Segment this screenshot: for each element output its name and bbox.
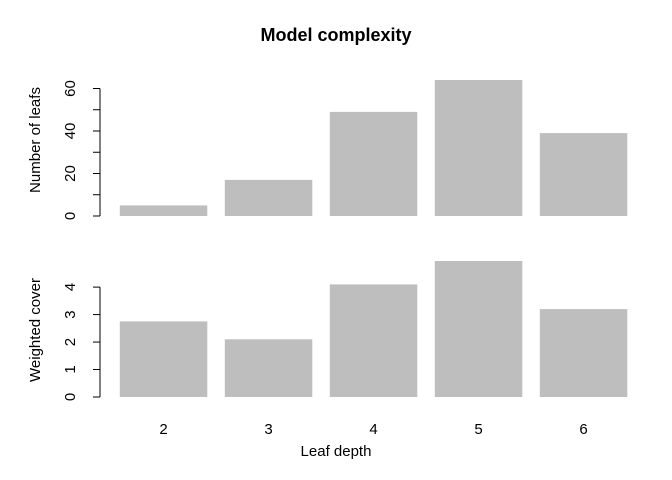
leafs-y-tick-label: 0 [62, 212, 79, 220]
cover-bars [119, 261, 628, 397]
cover-bar-4 [329, 284, 418, 397]
x-tick-label-6: 6 [579, 421, 587, 438]
leafs-y-tick-label: 40 [62, 123, 79, 140]
leafs-bar-5 [434, 80, 523, 216]
cover-y-axis: 0 1 2 3 4 [62, 283, 101, 401]
cover-y-tick-label: 2 [62, 338, 79, 346]
leafs-y-axis: 0 20 40 60 [62, 80, 101, 220]
cover-panel: Weighted cover 0 1 2 3 4 [27, 261, 628, 401]
cover-y-tick-label: 3 [62, 310, 79, 318]
leafs-y-tick-label: 20 [62, 165, 79, 182]
leafs-bar-4 [329, 111, 418, 216]
x-tick-label-2: 2 [159, 421, 167, 438]
cover-y-axis-label: Weighted cover [27, 278, 44, 382]
chart-title: Model complexity [260, 25, 411, 45]
cover-y-tick-label: 4 [62, 283, 79, 291]
cover-y-tick-label: 1 [62, 365, 79, 373]
x-tick-label-4: 4 [369, 421, 377, 438]
leafs-bar-3 [224, 179, 313, 216]
leafs-panel: Number of leafs 0 20 40 60 [27, 80, 628, 220]
cover-bar-2 [119, 321, 208, 397]
leafs-bars [119, 80, 628, 216]
cover-bar-3 [224, 339, 313, 397]
cover-bar-5 [434, 261, 523, 397]
leafs-bar-2 [119, 205, 208, 216]
x-axis-ticks: 2 3 4 5 6 [159, 421, 587, 438]
leafs-y-axis-label: Number of leafs [27, 87, 44, 193]
cover-y-tick-label: 0 [62, 393, 79, 401]
leafs-bar-6 [539, 133, 628, 216]
x-axis-label: Leaf depth [301, 443, 372, 460]
x-tick-label-3: 3 [264, 421, 272, 438]
x-tick-label-5: 5 [474, 421, 482, 438]
leafs-y-tick-label: 60 [62, 80, 79, 97]
cover-bar-6 [539, 309, 628, 397]
